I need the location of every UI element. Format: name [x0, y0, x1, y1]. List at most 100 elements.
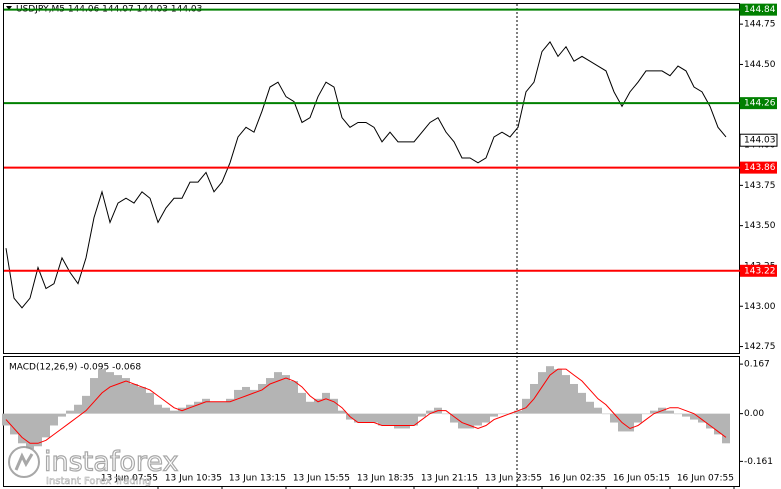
y-tick-label: 144.75 [744, 20, 776, 30]
price-line [5, 40, 727, 309]
histogram-bar [362, 413, 370, 423]
histogram-bar [490, 413, 498, 417]
histogram-bar [242, 386, 250, 414]
x-tick-label: 13 Jun 23:55 [485, 474, 542, 484]
histogram-bar [402, 413, 410, 429]
histogram-bar [218, 401, 226, 414]
y-tick-label: 143.00 [744, 302, 776, 312]
x-tick-label: 16 Jun 07:55 [677, 474, 734, 484]
y-tick-label: 143.75 [744, 181, 776, 191]
level-label-box [740, 264, 777, 277]
histogram-bar [314, 398, 322, 414]
histogram-bar [394, 413, 402, 429]
histogram-bar [498, 413, 506, 415]
histogram-bar [170, 410, 178, 414]
level-label: 144.26 [744, 99, 776, 109]
watermark-brand: instaforex [44, 447, 178, 478]
histogram-bar [522, 398, 530, 414]
histogram-bar [298, 392, 306, 414]
histogram-bar [426, 410, 434, 414]
level-label: 143.22 [744, 266, 776, 276]
histogram-bar [602, 413, 610, 415]
histogram-bar [354, 413, 362, 423]
x-tick-label: 16 Jun 05:15 [613, 474, 670, 484]
level-label-box [740, 3, 777, 16]
histogram-bar [666, 410, 674, 414]
histogram-bar [82, 395, 90, 414]
histogram-bar [18, 413, 26, 444]
histogram-bar [698, 413, 706, 423]
x-tick-label: 16 Jun 02:35 [549, 474, 606, 484]
histogram-bar [330, 398, 338, 414]
histogram-bar [514, 410, 522, 414]
histogram-bar [162, 407, 170, 414]
y-tick-label: 0.167 [744, 360, 770, 370]
histogram-bar [34, 413, 42, 447]
histogram-bar [98, 369, 106, 414]
last-price-box [739, 133, 778, 147]
histogram-bar [370, 413, 378, 423]
histogram-bar [410, 413, 418, 426]
histogram-bar [538, 372, 546, 414]
histogram-bar [306, 401, 314, 414]
macd-title: MACD(12,26,9) -0.095 -0.068 [9, 363, 141, 373]
histogram-bar [266, 378, 274, 414]
logo-mark [14, 452, 34, 471]
histogram-bar [322, 392, 330, 414]
histogram-bar [634, 413, 642, 423]
histogram-bar [626, 413, 634, 432]
histogram-bar [290, 381, 298, 414]
histogram-bar [586, 401, 594, 414]
y-tick-label: 144.50 [744, 60, 776, 70]
histogram-bar [450, 413, 458, 423]
histogram-bar [194, 401, 202, 414]
histogram-bar [106, 372, 114, 414]
histogram-bar [378, 413, 386, 426]
histogram-bar [234, 389, 242, 414]
histogram-bar [386, 413, 394, 426]
histogram-bar [74, 404, 82, 414]
histogram-bar [706, 413, 714, 429]
histogram-bar [58, 413, 66, 417]
histogram-bar [42, 413, 50, 438]
histogram-bar [186, 404, 194, 414]
histogram-bar [570, 383, 578, 414]
histogram-bar [690, 413, 698, 420]
histogram-bar [578, 392, 586, 414]
histogram-bar [250, 389, 258, 414]
histogram-bar [130, 383, 138, 414]
histogram-bar [122, 378, 130, 414]
y-tick-label: 0.00 [744, 409, 764, 419]
histogram-bar [466, 413, 474, 429]
x-tick-label: 13 Jun 13:15 [229, 474, 286, 484]
x-tick-label: 13 Jun 21:15 [421, 474, 478, 484]
x-tick-label: 13 Jun 07:55 [101, 474, 158, 484]
histogram-bar [274, 372, 282, 414]
level-label: 143.86 [744, 163, 776, 173]
histogram-bar [714, 413, 722, 435]
histogram-bar [610, 413, 618, 423]
level-label: 144.84 [744, 5, 776, 15]
histogram-bar [474, 413, 482, 426]
histogram-bar [458, 413, 466, 429]
histogram-bar [338, 410, 346, 414]
histogram-bar [138, 386, 146, 414]
histogram-bar [594, 407, 602, 414]
histogram-bar [202, 398, 210, 414]
x-tick-label: 13 Jun 18:35 [357, 474, 414, 484]
level-label-box [740, 97, 777, 110]
watermark: instaforex Instant Forex Trading [8, 446, 179, 487]
y-tick-label: 143.50 [744, 221, 776, 231]
histogram-bar [442, 413, 450, 415]
histogram-bar [674, 413, 682, 415]
histogram-bar [210, 401, 218, 414]
histogram-bar [114, 375, 122, 414]
last-price-label: 144.03 [744, 136, 776, 146]
histogram-bar [650, 410, 658, 414]
histogram-bar [418, 413, 426, 417]
histogram-bar [482, 413, 490, 423]
signal-line [5, 368, 727, 444]
histogram-bar [10, 413, 18, 435]
histogram-bar [146, 392, 154, 414]
